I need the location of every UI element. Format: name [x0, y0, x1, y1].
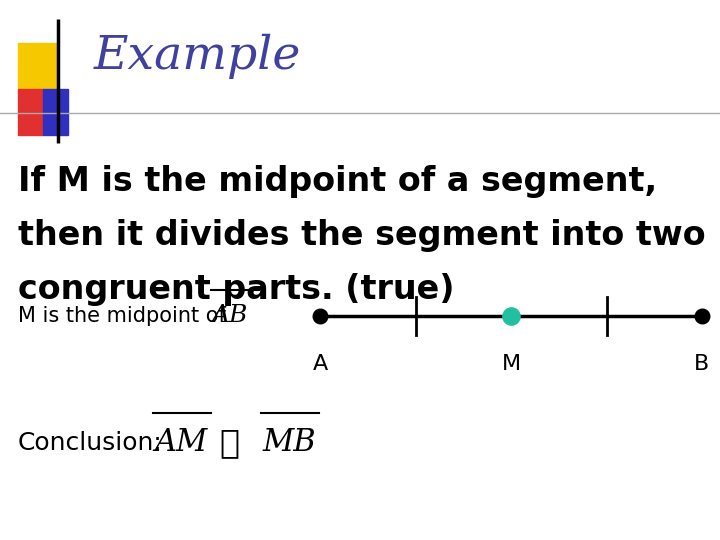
Bar [18, 89, 43, 135]
Point [315, 312, 326, 320]
Text: If M is the midpoint of a segment,: If M is the midpoint of a segment, [18, 165, 657, 198]
Text: Conclusion:: Conclusion: [18, 431, 163, 455]
Point [696, 312, 708, 320]
Text: M is the midpoint of: M is the midpoint of [18, 306, 233, 326]
Text: MB: MB [263, 427, 316, 458]
Text: congruent parts. (true): congruent parts. (true) [18, 273, 454, 306]
Text: A: A [312, 354, 328, 374]
Text: AB: AB [212, 305, 249, 327]
Text: M: M [502, 354, 521, 374]
Bar [43, 89, 68, 135]
Text: then it divides the segment into two: then it divides the segment into two [18, 219, 706, 252]
Text: B: B [694, 354, 710, 374]
Point [505, 312, 517, 320]
Bar [18, 43, 58, 89]
Text: ≅: ≅ [220, 427, 240, 459]
Text: Example: Example [94, 34, 301, 79]
Text: AM: AM [155, 427, 208, 458]
